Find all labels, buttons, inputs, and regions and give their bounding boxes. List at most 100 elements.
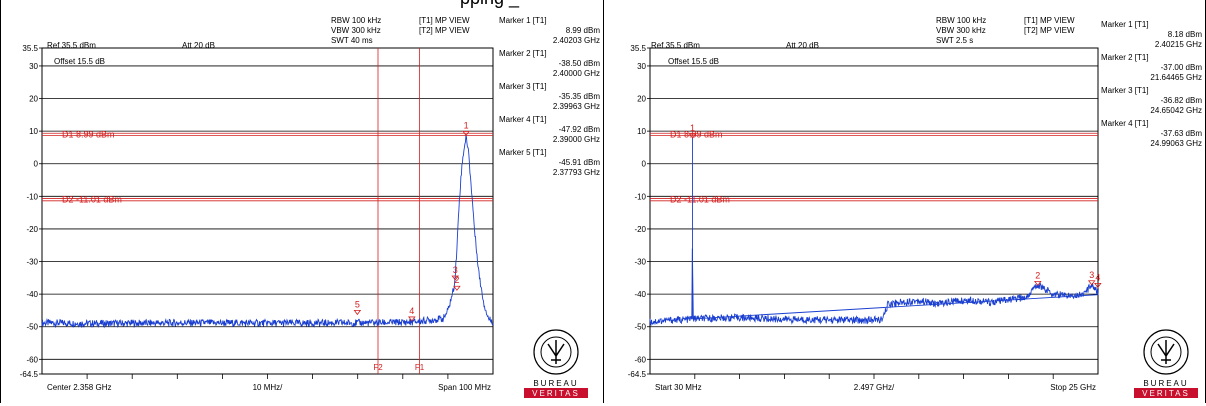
attenuation-label: Att 20 dB bbox=[786, 41, 819, 50]
marker-2-label: 2 bbox=[454, 275, 459, 285]
logo-word2: VERITAS bbox=[532, 389, 580, 398]
bureau-veritas-seal: BUREAU VERITAS bbox=[524, 329, 588, 398]
x-div-label: 2.497 GHz/ bbox=[854, 383, 895, 392]
y-tick-label: 0 bbox=[34, 160, 39, 169]
cut-title-text: pping _ bbox=[460, 0, 519, 8]
marker-4-header: Marker 4 [T1] bbox=[499, 115, 547, 124]
y-tick-label: -10 bbox=[26, 192, 38, 201]
marker-3-label: 3 bbox=[453, 265, 458, 275]
marker-3-label: 3 bbox=[1089, 270, 1094, 280]
spectrum-trace bbox=[41, 134, 494, 329]
rbw-label: RBW 100 kHz bbox=[936, 16, 987, 25]
y-tick-label: -10 bbox=[634, 192, 646, 201]
y-tick-label: 20 bbox=[637, 95, 646, 104]
marker-5-label: 5 bbox=[355, 299, 360, 309]
marker-2-symbol bbox=[1034, 280, 1042, 287]
y-tick-label: -20 bbox=[634, 225, 646, 234]
spectrum-svg-left: 35.5 30 20 10 0 -10 -20 -30 -40 -50 -60 -64.5 Center… bbox=[20, 44, 494, 392]
x-start-label: Start 30 MHz bbox=[655, 383, 702, 392]
y-tick-label: -20 bbox=[26, 225, 38, 234]
frequency-line-label: F2 bbox=[373, 363, 383, 372]
trace2-label: [T2] MP VIEW bbox=[1024, 26, 1075, 35]
logo-word2: VERITAS bbox=[1142, 389, 1190, 398]
marker-1-header: Marker 1 [T1] bbox=[499, 16, 547, 25]
display-line-label: D1 8.99 dBm bbox=[62, 129, 115, 139]
marker-4-symbol bbox=[408, 316, 416, 322]
y-tick-label: 35.5 bbox=[630, 44, 646, 53]
bureau-veritas-logo: BUREAU VERITAS bbox=[521, 326, 591, 406]
trace1-label: [T1] MP VIEW bbox=[1024, 16, 1075, 25]
marker-1-freq: 2.40203 GHz bbox=[552, 36, 600, 45]
frequency-line-label: F1 bbox=[415, 363, 425, 372]
marker-1-level: 8.99 dBm bbox=[565, 26, 600, 35]
y-tick-label: -60 bbox=[634, 355, 646, 364]
y-tick-label: -64.5 bbox=[20, 370, 39, 379]
spectrum-plot-left: RBW 100 kHz VBW 300 kHz SWT 40 ms [T1] M… bbox=[0, 8, 600, 403]
offset-label: Offset 15.5 dB bbox=[668, 57, 719, 66]
y-tick-label: 10 bbox=[29, 127, 38, 136]
marker-1-symbol bbox=[462, 131, 470, 137]
display-line-label: D2 -11.01 dBm bbox=[670, 195, 730, 205]
marker-3-header: Marker 3 [T1] bbox=[1101, 86, 1149, 95]
ref-level-label: Ref 35.5 dBm bbox=[47, 41, 96, 50]
marker-5-freq: 2.37793 GHz bbox=[552, 168, 600, 177]
y-tick-label: -40 bbox=[26, 290, 38, 299]
vbw-label: VBW 300 kHz bbox=[331, 26, 381, 35]
cut-title: pping _ bbox=[0, 0, 1206, 8]
marker-3-symbol bbox=[451, 275, 460, 281]
marker-3-level: -36.82 dBm bbox=[1160, 96, 1202, 105]
marker-2-label: 2 bbox=[1035, 270, 1040, 280]
marker-1-label: 1 bbox=[690, 123, 695, 133]
offset-label: Offset 15.5 dB bbox=[54, 57, 105, 66]
marker-4-header: Marker 4 [T1] bbox=[1101, 119, 1149, 128]
bureau-veritas-logo: BUREAU VERITAS bbox=[1131, 326, 1201, 406]
bureau-veritas-seal: BUREAU VERITAS bbox=[1134, 329, 1198, 398]
y-tick-label: -64.5 bbox=[628, 370, 647, 379]
marker-5-symbol bbox=[353, 309, 362, 316]
y-tick-label: -50 bbox=[26, 323, 38, 332]
logo-word1: BUREAU bbox=[1143, 379, 1188, 388]
marker-2-symbol bbox=[453, 285, 461, 291]
marker-1-level: 8.18 dBm bbox=[1167, 30, 1202, 39]
y-tick-label: 30 bbox=[29, 62, 38, 71]
y-tick-label: -40 bbox=[634, 290, 646, 299]
marker-3-symbol bbox=[1087, 280, 1096, 286]
marker-4-label: 4 bbox=[1095, 272, 1100, 282]
marker-1-freq: 2.40215 GHz bbox=[1154, 40, 1202, 49]
y-tick-label: 10 bbox=[637, 127, 646, 136]
x-start-label: Center 2.358 GHz bbox=[47, 383, 111, 392]
marker-2-freq: 2.40000 GHz bbox=[552, 69, 600, 78]
y-tick-label: 0 bbox=[642, 160, 647, 169]
marker-5-level: -45.91 dBm bbox=[558, 158, 600, 167]
marker-2-header: Marker 2 [T1] bbox=[1101, 53, 1149, 62]
display-line-label: D2 -11.01 dBm bbox=[62, 195, 122, 205]
swt-label: SWT 40 ms bbox=[331, 36, 373, 45]
x-stop-label: Span 100 MHz bbox=[438, 383, 491, 392]
spectrum-trace bbox=[649, 248, 1099, 327]
display-line-label: D1 8.09 dBm bbox=[670, 129, 723, 139]
marker-3-freq: 24.65042 GHz bbox=[1150, 106, 1202, 115]
marker-2-level: -37.00 dBm bbox=[1160, 63, 1202, 72]
frame-left-border bbox=[0, 0, 1, 403]
marker-4-label: 4 bbox=[409, 306, 414, 316]
swt-label: SWT 2.5 s bbox=[936, 36, 974, 45]
y-tick-label: 20 bbox=[29, 95, 38, 104]
y-tick-label: 30 bbox=[637, 62, 646, 71]
marker-5-header: Marker 5 [T1] bbox=[499, 148, 547, 157]
marker-4-freq: 2.39000 GHz bbox=[552, 135, 600, 144]
spectrum-svg-right: 35.5 30 20 10 0 -10 -20 -30 -40 -50 -60 -64.5 Start … bbox=[628, 44, 1102, 392]
logo-word1: BUREAU bbox=[533, 379, 578, 388]
vbw-label: VBW 300 kHz bbox=[936, 26, 986, 35]
marker-3-level: -35.35 dBm bbox=[558, 92, 600, 101]
y-tick-label: -60 bbox=[26, 355, 38, 364]
plot-frame bbox=[649, 47, 1099, 375]
marker-4-symbol bbox=[1094, 283, 1102, 289]
trace1-label: [T1] MP VIEW bbox=[419, 16, 470, 25]
spectrum-plot-right: RBW 100 kHz VBW 300 kHz SWT 2.5 s [T1] M… bbox=[604, 8, 1204, 403]
marker-2-level: -38.50 dBm bbox=[558, 59, 600, 68]
frame-middle-border bbox=[603, 0, 604, 403]
marker-4-level: -47.92 dBm bbox=[558, 125, 600, 134]
marker-4-level: -37.63 dBm bbox=[1160, 129, 1202, 138]
y-tick-label: -30 bbox=[26, 258, 38, 267]
marker-1-header: Marker 1 [T1] bbox=[1101, 20, 1149, 29]
